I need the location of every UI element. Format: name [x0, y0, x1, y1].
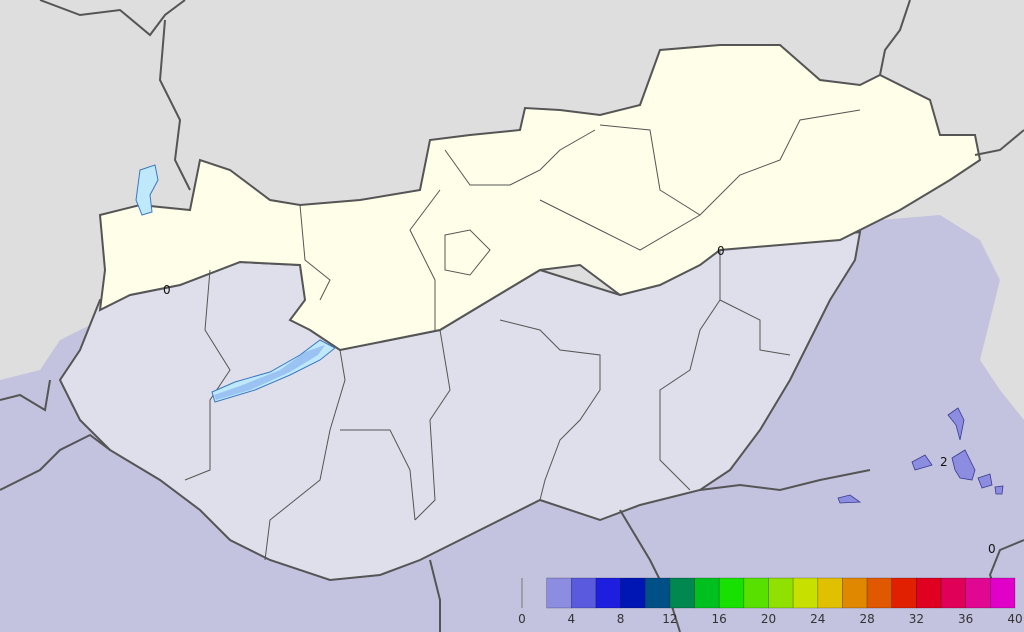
legend-bin	[718, 577, 745, 609]
legend-bin	[990, 577, 1016, 609]
lake-neusiedl	[135, 164, 159, 216]
legend-bin	[817, 577, 843, 609]
legend-bin	[866, 577, 893, 609]
legend-bin	[940, 577, 966, 609]
legend-tick-label: 24	[810, 612, 825, 626]
color-legend: 0 4 8 12 16 20 24 28 32 36 40	[518, 577, 1023, 626]
contour-label: 2	[940, 455, 948, 469]
contour-label: 0	[988, 542, 996, 556]
legend-tick-label: 32	[909, 612, 924, 626]
legend-bin	[570, 577, 597, 609]
legend-bin	[965, 577, 991, 609]
legend-tick-label: 28	[859, 612, 874, 626]
legend-bin	[694, 577, 720, 609]
legend-tick-label: 0	[518, 612, 526, 626]
legend-bin	[595, 577, 621, 609]
legend-tick-label: 4	[567, 612, 575, 626]
contour-label: 0	[717, 244, 725, 258]
legend-bin	[792, 577, 819, 609]
legend-tick-label: 8	[617, 612, 625, 626]
legend-bin	[768, 577, 794, 609]
legend-bin	[669, 577, 695, 609]
lake-balaton-contour	[214, 345, 325, 400]
legend-bin	[743, 577, 769, 609]
legend-bin	[546, 577, 572, 609]
legend-bin	[891, 577, 917, 609]
legend-tick-label: 12	[662, 612, 677, 626]
legend-bin	[620, 577, 646, 609]
county-borders	[184, 109, 861, 561]
legend-bin	[916, 577, 942, 609]
legend-tick-label: 20	[761, 612, 776, 626]
hungary-north-region	[98, 44, 982, 352]
contour-label: 0	[163, 283, 171, 297]
legend-bin	[644, 577, 671, 609]
legend-bin	[842, 577, 868, 609]
legend-tick-label: 16	[712, 612, 727, 626]
legend-tick-label: 36	[958, 612, 973, 626]
contour-2-blobs	[837, 407, 1004, 504]
legend-tick-label: 40	[1007, 612, 1022, 626]
